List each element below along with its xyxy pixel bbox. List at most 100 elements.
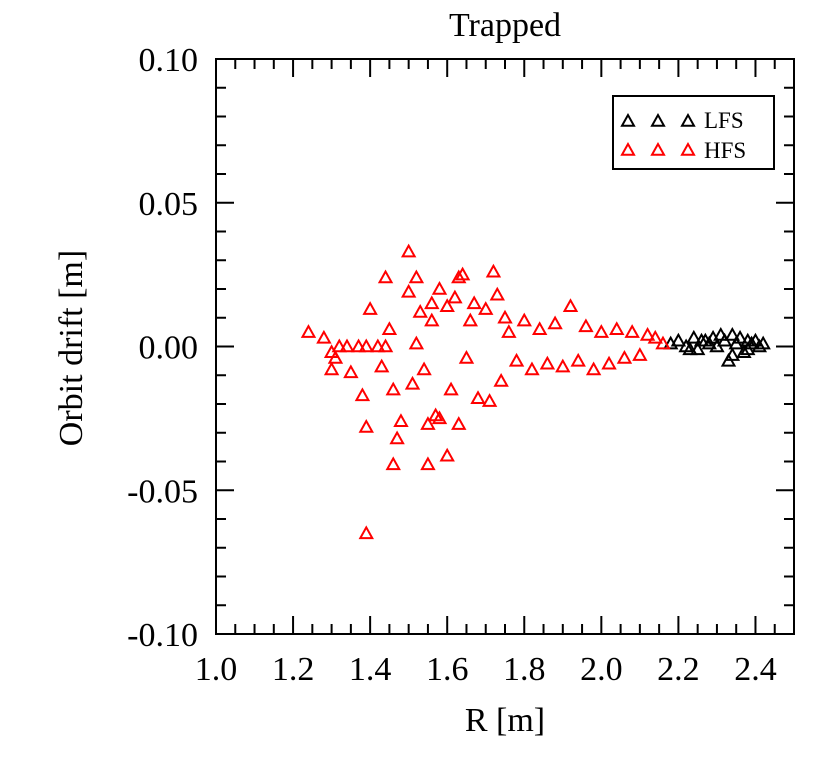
hfs-point (412, 303, 428, 318)
hfs-point (316, 329, 332, 344)
hfs-point (501, 324, 517, 338)
hfs-point (458, 349, 475, 364)
x-tick-label: 1.4 (349, 651, 392, 688)
hfs-point (381, 321, 398, 336)
hfs-point (555, 358, 571, 373)
hfs-point (339, 338, 355, 353)
y-tick-label: -0.10 (127, 617, 198, 654)
legend-marker-hfs (650, 141, 666, 156)
hfs-point (578, 318, 594, 333)
hfs-point (424, 295, 440, 310)
hfs-point (439, 298, 455, 313)
hfs-point (478, 301, 494, 315)
legend-label-lfs: LFS (704, 108, 744, 133)
hfs-point (424, 312, 440, 327)
legend-marker-lfs (650, 112, 666, 127)
hfs-point (616, 349, 633, 364)
hfs-point (362, 301, 378, 315)
hfs-point (562, 298, 579, 313)
tick-labels: 1.0 1.2 1.4 1.6 1.8 2.0 2.2 2.4 -0.10 -0.05 0.00 0.… (127, 42, 777, 688)
chart-title: Trapped (449, 7, 561, 44)
hfs-point (593, 324, 610, 338)
hfs-point (451, 269, 467, 284)
lfs-point (724, 347, 741, 361)
x-tick-label: 2.0 (580, 651, 623, 688)
hfs-point (431, 410, 448, 425)
hfs-point (539, 355, 556, 370)
hfs-point (393, 413, 409, 428)
hfs-point (655, 335, 671, 350)
legend-marker-hfs (680, 141, 696, 156)
lfs-point (682, 341, 698, 356)
hfs-point (358, 418, 374, 433)
hfs-point (323, 361, 340, 376)
hfs-point (489, 286, 505, 301)
hfs-point (451, 416, 467, 430)
hfs-point (400, 243, 417, 258)
hfs-point (624, 324, 640, 338)
lfs-point (686, 329, 702, 344)
hfs-point (377, 269, 394, 284)
hfs-point (609, 321, 625, 336)
lfs-point (755, 335, 771, 350)
hfs-point (647, 329, 663, 344)
lfs-point (740, 341, 756, 356)
hfs-point (404, 375, 421, 390)
legend-marker-lfs (620, 112, 636, 127)
hfs-point (420, 456, 436, 471)
hfs-point (420, 416, 436, 430)
hfs-point (531, 321, 548, 336)
hfs-point (524, 361, 540, 376)
x-tick-label: 1.6 (426, 651, 469, 688)
data-points (300, 243, 771, 540)
hfs-point (431, 280, 448, 295)
lfs-point (689, 341, 706, 356)
x-tick-label: 1.0 (195, 651, 238, 688)
lfs-point (670, 332, 687, 347)
hfs-point (331, 338, 348, 353)
hfs-point (570, 352, 586, 367)
hfs-point (443, 381, 459, 396)
hfs-point (300, 324, 317, 338)
hfs-point (400, 283, 417, 298)
hfs-point (485, 263, 502, 278)
lfs-point (724, 326, 741, 341)
hfs-point (385, 456, 401, 471)
hfs-point (358, 338, 374, 353)
legend-box (612, 95, 775, 170)
hfs-point (447, 289, 463, 304)
lfs-point (736, 344, 752, 359)
hfs-point (350, 338, 367, 353)
y-tick-label: 0.10 (139, 42, 199, 79)
hfs-point (497, 309, 513, 324)
legend: LFS HFS (612, 95, 775, 170)
hfs-point (389, 430, 405, 445)
legend-marker-hfs (620, 141, 636, 156)
hfs-point (601, 355, 617, 370)
hfs-point (481, 393, 498, 407)
hfs-point (466, 295, 482, 310)
y-tick-label: 0.00 (139, 330, 199, 367)
hfs-point (462, 312, 479, 327)
x-tick-label: 2.2 (657, 651, 700, 688)
y-tick-label: -0.05 (127, 473, 198, 510)
hfs-point (408, 269, 425, 284)
hfs-point (370, 338, 386, 353)
hfs-point (493, 372, 509, 387)
hfs-point (585, 361, 602, 376)
legend-label-hfs: HFS (704, 138, 746, 163)
hfs-point (408, 335, 425, 350)
x-tick-label: 1.2 (272, 651, 315, 688)
hfs-point (354, 387, 371, 402)
hfs-point (377, 338, 394, 353)
hfs-point (385, 381, 401, 396)
y-tick-label: 0.05 (139, 186, 199, 223)
x-tick-label: 2.4 (734, 651, 777, 688)
hfs-point (358, 525, 374, 540)
legend-marker-lfs (680, 112, 696, 127)
hfs-point (454, 266, 471, 281)
x-axis-label: R [m] (465, 702, 545, 739)
hfs-point (639, 326, 656, 341)
y-axis-label: Orbit drift [m] (53, 250, 90, 446)
lfs-point (697, 332, 714, 347)
